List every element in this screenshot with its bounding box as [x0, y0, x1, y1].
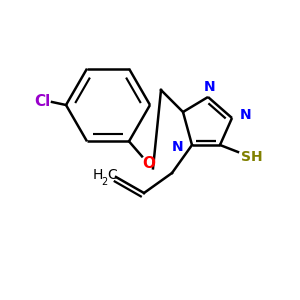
Text: SH: SH — [241, 150, 263, 164]
Text: H: H — [93, 168, 103, 182]
Text: 2: 2 — [101, 177, 107, 187]
Text: N: N — [204, 80, 216, 94]
Text: N: N — [172, 140, 184, 154]
Text: Cl: Cl — [34, 94, 50, 109]
Text: N: N — [240, 108, 252, 122]
Text: C: C — [107, 168, 117, 182]
Text: O: O — [142, 156, 155, 171]
